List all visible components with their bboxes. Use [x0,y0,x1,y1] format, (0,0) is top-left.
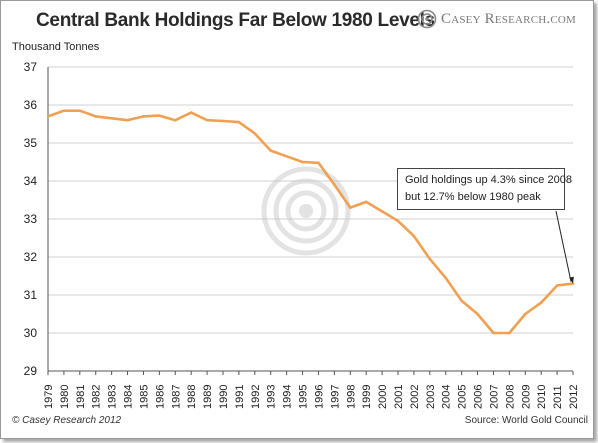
data-point [508,331,511,335]
annotation-line-2: but 12.7% below 1980 peak [405,191,541,203]
x-tick-label: 1981 [75,385,87,409]
y-tick-label: 29 [24,364,38,378]
x-tick-label: 1986 [154,385,166,409]
x-tick-label: 1979 [43,385,55,409]
data-point [348,206,352,209]
data-point [396,219,400,223]
x-tick-label: 1998 [345,385,357,409]
x-tick-label: 2012 [568,385,580,409]
data-point [78,109,82,112]
data-point [317,161,320,165]
x-tick-label: 2010 [536,385,548,409]
data-point [142,115,145,118]
x-tick-label: 2002 [409,385,421,409]
x-tick-label: 1982 [91,385,103,409]
y-tick-label: 30 [24,326,38,340]
x-tick-label: 2003 [425,385,437,409]
axes [47,67,574,375]
y-tick-label: 37 [24,60,38,74]
x-tick-label: 2004 [441,385,453,409]
x-tick-label: 1984 [123,385,135,409]
data-point [110,117,113,120]
x-tick-label: 2011 [552,385,564,409]
data-point [380,210,384,213]
data-point [158,114,161,117]
y-tick-label: 35 [24,136,38,150]
x-tick-label: 1991 [234,385,246,409]
data-point [189,111,193,114]
series-line [47,109,574,335]
y-tick-label: 36 [24,98,38,112]
data-point [173,118,177,122]
data-point [555,284,559,287]
y-tick-label: 32 [24,250,38,264]
brand[interactable]: Casey Research.com [417,8,576,30]
x-tick-label: 2001 [393,385,405,409]
watermark-spiral-icon [261,166,351,256]
x-tick-label: 1990 [218,385,230,409]
data-point [237,120,241,124]
data-point [253,132,257,135]
x-tick-label: 1987 [170,385,182,409]
data-point [62,109,66,112]
y-tick-label: 33 [24,212,38,226]
series-group [46,109,575,335]
spiral-target-icon [417,9,437,29]
annotation-arrow-group [555,210,574,284]
x-tick-label: 1992 [250,385,262,409]
data-point [539,301,543,304]
data-point [364,200,368,204]
y-tick-labels: 29 30 31 32 33 34 35 36 37 [24,60,38,378]
x-tick-label: 2008 [504,385,516,409]
data-point [571,282,575,285]
x-tick-label: 2006 [473,385,485,409]
y-axis-label: Thousand Tonnes [12,41,100,53]
x-tick-label: 2007 [488,385,500,409]
source-text: Source: World Gold Council [464,415,588,426]
annotation-box: Gold holdings up 4.3% since 2008 but 12.… [397,168,572,210]
brand-text: Casey Research.com [440,10,576,27]
x-tick-labels: 1979 1980 1981 1982 1983 1984 1985 1986 1987 1988… [43,385,580,409]
data-point [46,115,50,118]
data-point [428,257,432,261]
data-point [205,118,209,122]
data-point [460,299,463,303]
x-tick-label: 1999 [361,385,373,409]
x-tick-label: 1989 [202,385,214,409]
data-point [269,149,273,152]
data-point [444,276,448,280]
data-point [94,115,98,118]
annotation-line-1: Gold holdings up 4.3% since 2008 [405,174,572,186]
x-tick-label: 2000 [377,385,389,409]
x-tick-label: 1996 [313,385,325,409]
x-tick-label: 1988 [186,385,198,409]
annotation-arrowhead [569,276,574,284]
data-point [333,183,336,187]
x-tick-label: 2005 [457,385,469,409]
data-point [301,160,304,164]
annotation-arrow-line [555,210,572,282]
x-tick-label: 1995 [298,385,310,409]
data-point [412,234,416,238]
y-tick-label: 31 [24,288,38,302]
x-tick-label: 1993 [266,385,278,409]
data-point [523,312,527,316]
x-tick-label: 2009 [520,385,532,409]
data-point [492,331,495,335]
x-tick-label: 1997 [329,385,341,409]
copyright-text: © Casey Research 2012 [12,415,122,426]
chart-title: Central Bank Holdings Far Below 1980 Lev… [36,10,435,31]
y-tick-label: 34 [24,174,38,188]
x-tick-label: 1994 [282,385,294,409]
x-tick-label: 1980 [59,385,71,409]
x-tick-label: 1985 [138,385,150,409]
x-tick-label: 1983 [107,385,119,409]
data-point [126,118,129,122]
data-point [221,119,225,123]
data-point [476,312,479,316]
data-point [285,155,288,158]
